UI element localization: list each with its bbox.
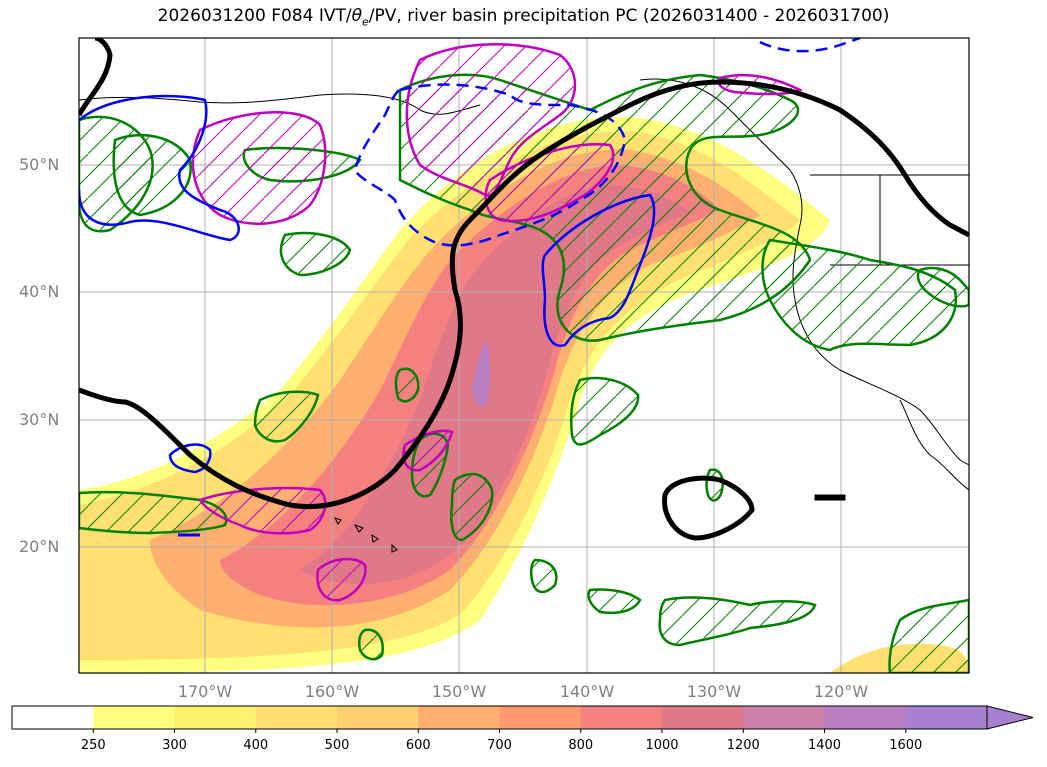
colorbar-segment [337,706,419,729]
colorbar-extend-arrow [986,705,1034,730]
lon-label-170w: 170°W [177,682,233,701]
colorbar-tick-label: 1000 [645,738,679,753]
blue-dashed-contours [353,38,861,247]
lon-label-160w: 160°W [304,682,360,701]
colorbar-segment [499,706,582,729]
colorbar-tick-label: 500 [324,738,350,753]
colorbar-segment [743,706,825,729]
colorbar-tick-label: 1600 [889,738,923,753]
colorbar-tick-label: 1400 [807,738,842,753]
colorbar-segment [662,706,744,729]
colorbar-segment [905,706,988,729]
blue-contours [79,94,656,537]
colorbar-segment [255,706,338,729]
colorbar-tick-label: 600 [405,738,431,753]
lat-label-30n: 30°N [19,410,60,429]
colorbar-segment [174,706,257,729]
colorbar-segment [418,706,500,729]
colorbar [11,705,1034,733]
colorbar-tick-label: 1200 [726,738,760,753]
magenta-hatched-regions [191,43,803,602]
lon-label-120w: 120°W [813,682,869,701]
colorbar-segment [580,706,663,729]
colorbar-segment [824,706,907,729]
colorbar-segment [93,706,175,729]
lat-label-20n: 20°N [19,537,60,556]
colorbar-tick-label: 300 [162,738,187,753]
colorbar-segment [12,706,94,729]
colorbar-tick-label: 700 [487,738,512,753]
colorbar-tick-label: 400 [243,738,269,753]
lon-label-140w: 140°W [559,682,615,701]
map-frame [78,37,970,674]
lat-label-50n: 50°N [19,155,60,174]
colorbar-tick-label: 800 [568,738,594,753]
map-title: 2026031200 F084 IVT/θe/PV, river basin p… [157,6,890,29]
map-area [79,38,969,673]
colorbar-tick-label: 250 [80,738,106,753]
lat-label-40n: 40°N [19,282,60,301]
lon-label-150w: 150°W [431,682,487,701]
lon-label-130w: 130°W [686,682,742,701]
black-contours [79,38,969,541]
